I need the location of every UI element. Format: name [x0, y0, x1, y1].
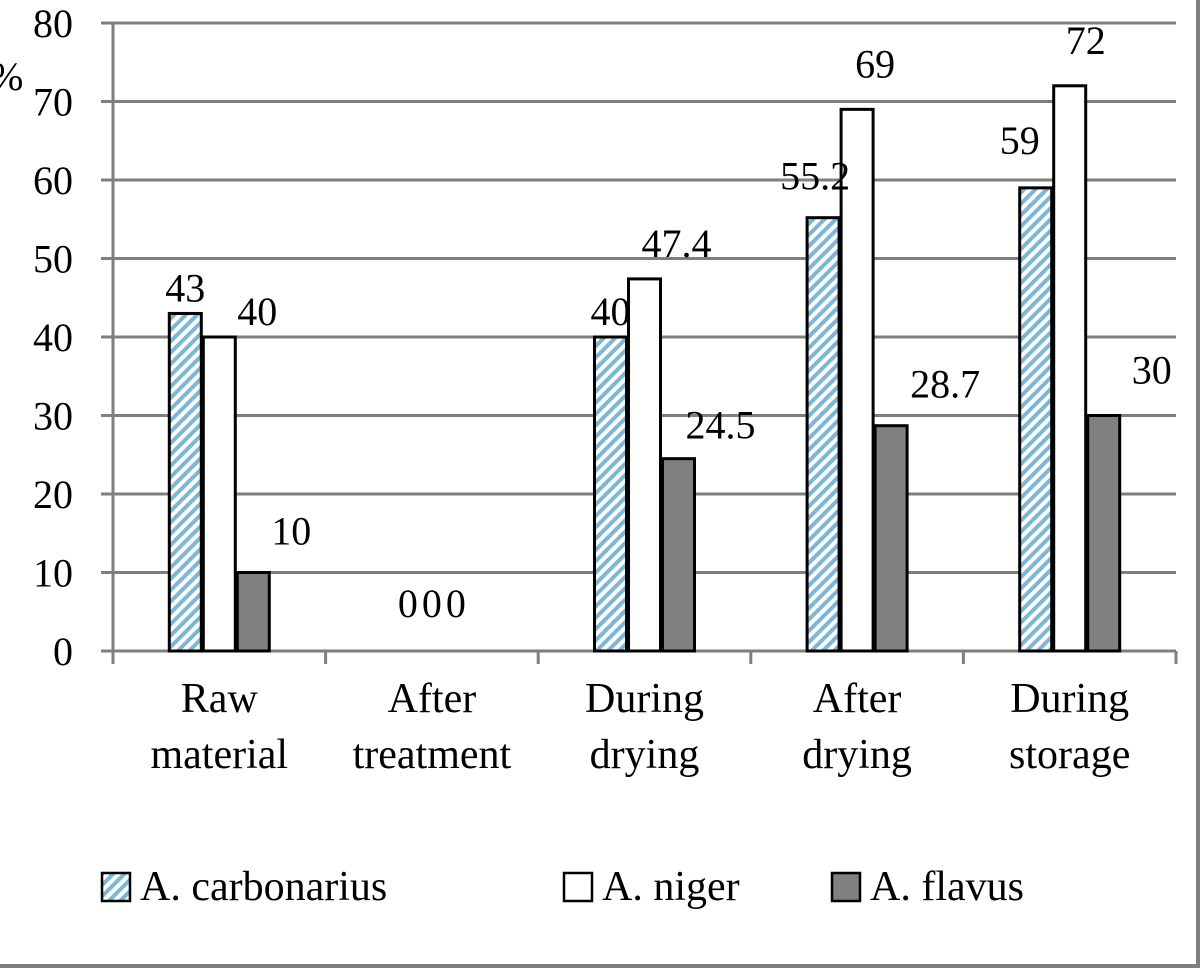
legend: A. carbonarius A. niger A. flavus	[100, 864, 1024, 910]
bar-a--flavus	[235, 571, 271, 653]
x-tick-label: After treatment	[353, 676, 512, 778]
data-label: 28.7	[910, 362, 980, 407]
bar-a--carbonarius	[805, 216, 841, 653]
bar-a--niger	[201, 335, 237, 653]
x-tick-label: Raw material	[151, 676, 289, 778]
data-label: 43	[165, 265, 205, 310]
y-tick-label: 50	[33, 237, 73, 282]
data-label: 24.5	[686, 403, 756, 448]
data-labels: 43 0 40 55.2 59 40 0 47.4 69 72 10 0 24.5 28.7 30	[165, 18, 1171, 626]
data-label: 0	[422, 581, 442, 626]
bar-a--carbonarius	[593, 335, 628, 653]
y-axis-label: %	[0, 54, 23, 99]
x-tick-label: After drying	[802, 676, 912, 778]
y-tick-label: 60	[33, 158, 73, 203]
bar-a--flavus	[661, 457, 696, 653]
data-label: 0	[446, 581, 466, 626]
legend-label: A. carbonarius	[140, 864, 387, 910]
y-tick-label: 0	[53, 629, 73, 674]
y-tick-label: 70	[33, 80, 73, 125]
data-label: 69	[855, 41, 895, 86]
bar-a--niger	[1052, 84, 1088, 653]
x-tick-label: During storage	[1009, 676, 1130, 778]
y-tick-label: 10	[33, 551, 73, 596]
bar-a--niger	[627, 277, 662, 653]
data-label: 55.2	[780, 154, 850, 199]
legend-label: A. flavus	[870, 864, 1024, 910]
data-label: 59	[1000, 118, 1040, 163]
bar-a--flavus	[873, 424, 909, 653]
data-label: 47.4	[642, 221, 712, 266]
data-label: 0	[398, 581, 418, 626]
y-tick-label: 40	[33, 315, 73, 360]
legend-swatch	[100, 871, 132, 903]
legend-label: A. niger	[602, 864, 740, 910]
y-tick-label: 30	[33, 394, 73, 439]
x-tick-label: During drying	[585, 676, 704, 778]
data-label: 30	[1132, 348, 1172, 393]
legend-swatch	[830, 871, 862, 903]
data-label: 40	[591, 289, 631, 334]
legend-swatch	[562, 871, 594, 903]
bar-a--flavus	[1086, 414, 1122, 653]
y-tick-label: 80	[33, 1, 73, 46]
data-label: 40	[237, 289, 277, 334]
data-label: 72	[1066, 18, 1106, 63]
data-label: 10	[271, 509, 311, 554]
bars	[167, 84, 1122, 653]
bar-a--carbonarius	[167, 311, 203, 653]
bar-a--niger	[839, 107, 875, 653]
y-tick-label: 20	[33, 472, 73, 517]
bar-a--carbonarius	[1018, 186, 1054, 653]
